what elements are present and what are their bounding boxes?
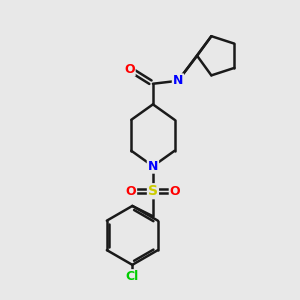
Text: Cl: Cl [126, 270, 139, 283]
Text: N: N [148, 160, 158, 173]
Text: N: N [173, 74, 183, 87]
Text: O: O [125, 185, 136, 198]
Text: O: O [170, 185, 180, 198]
Text: O: O [124, 62, 135, 76]
Text: S: S [148, 184, 158, 198]
